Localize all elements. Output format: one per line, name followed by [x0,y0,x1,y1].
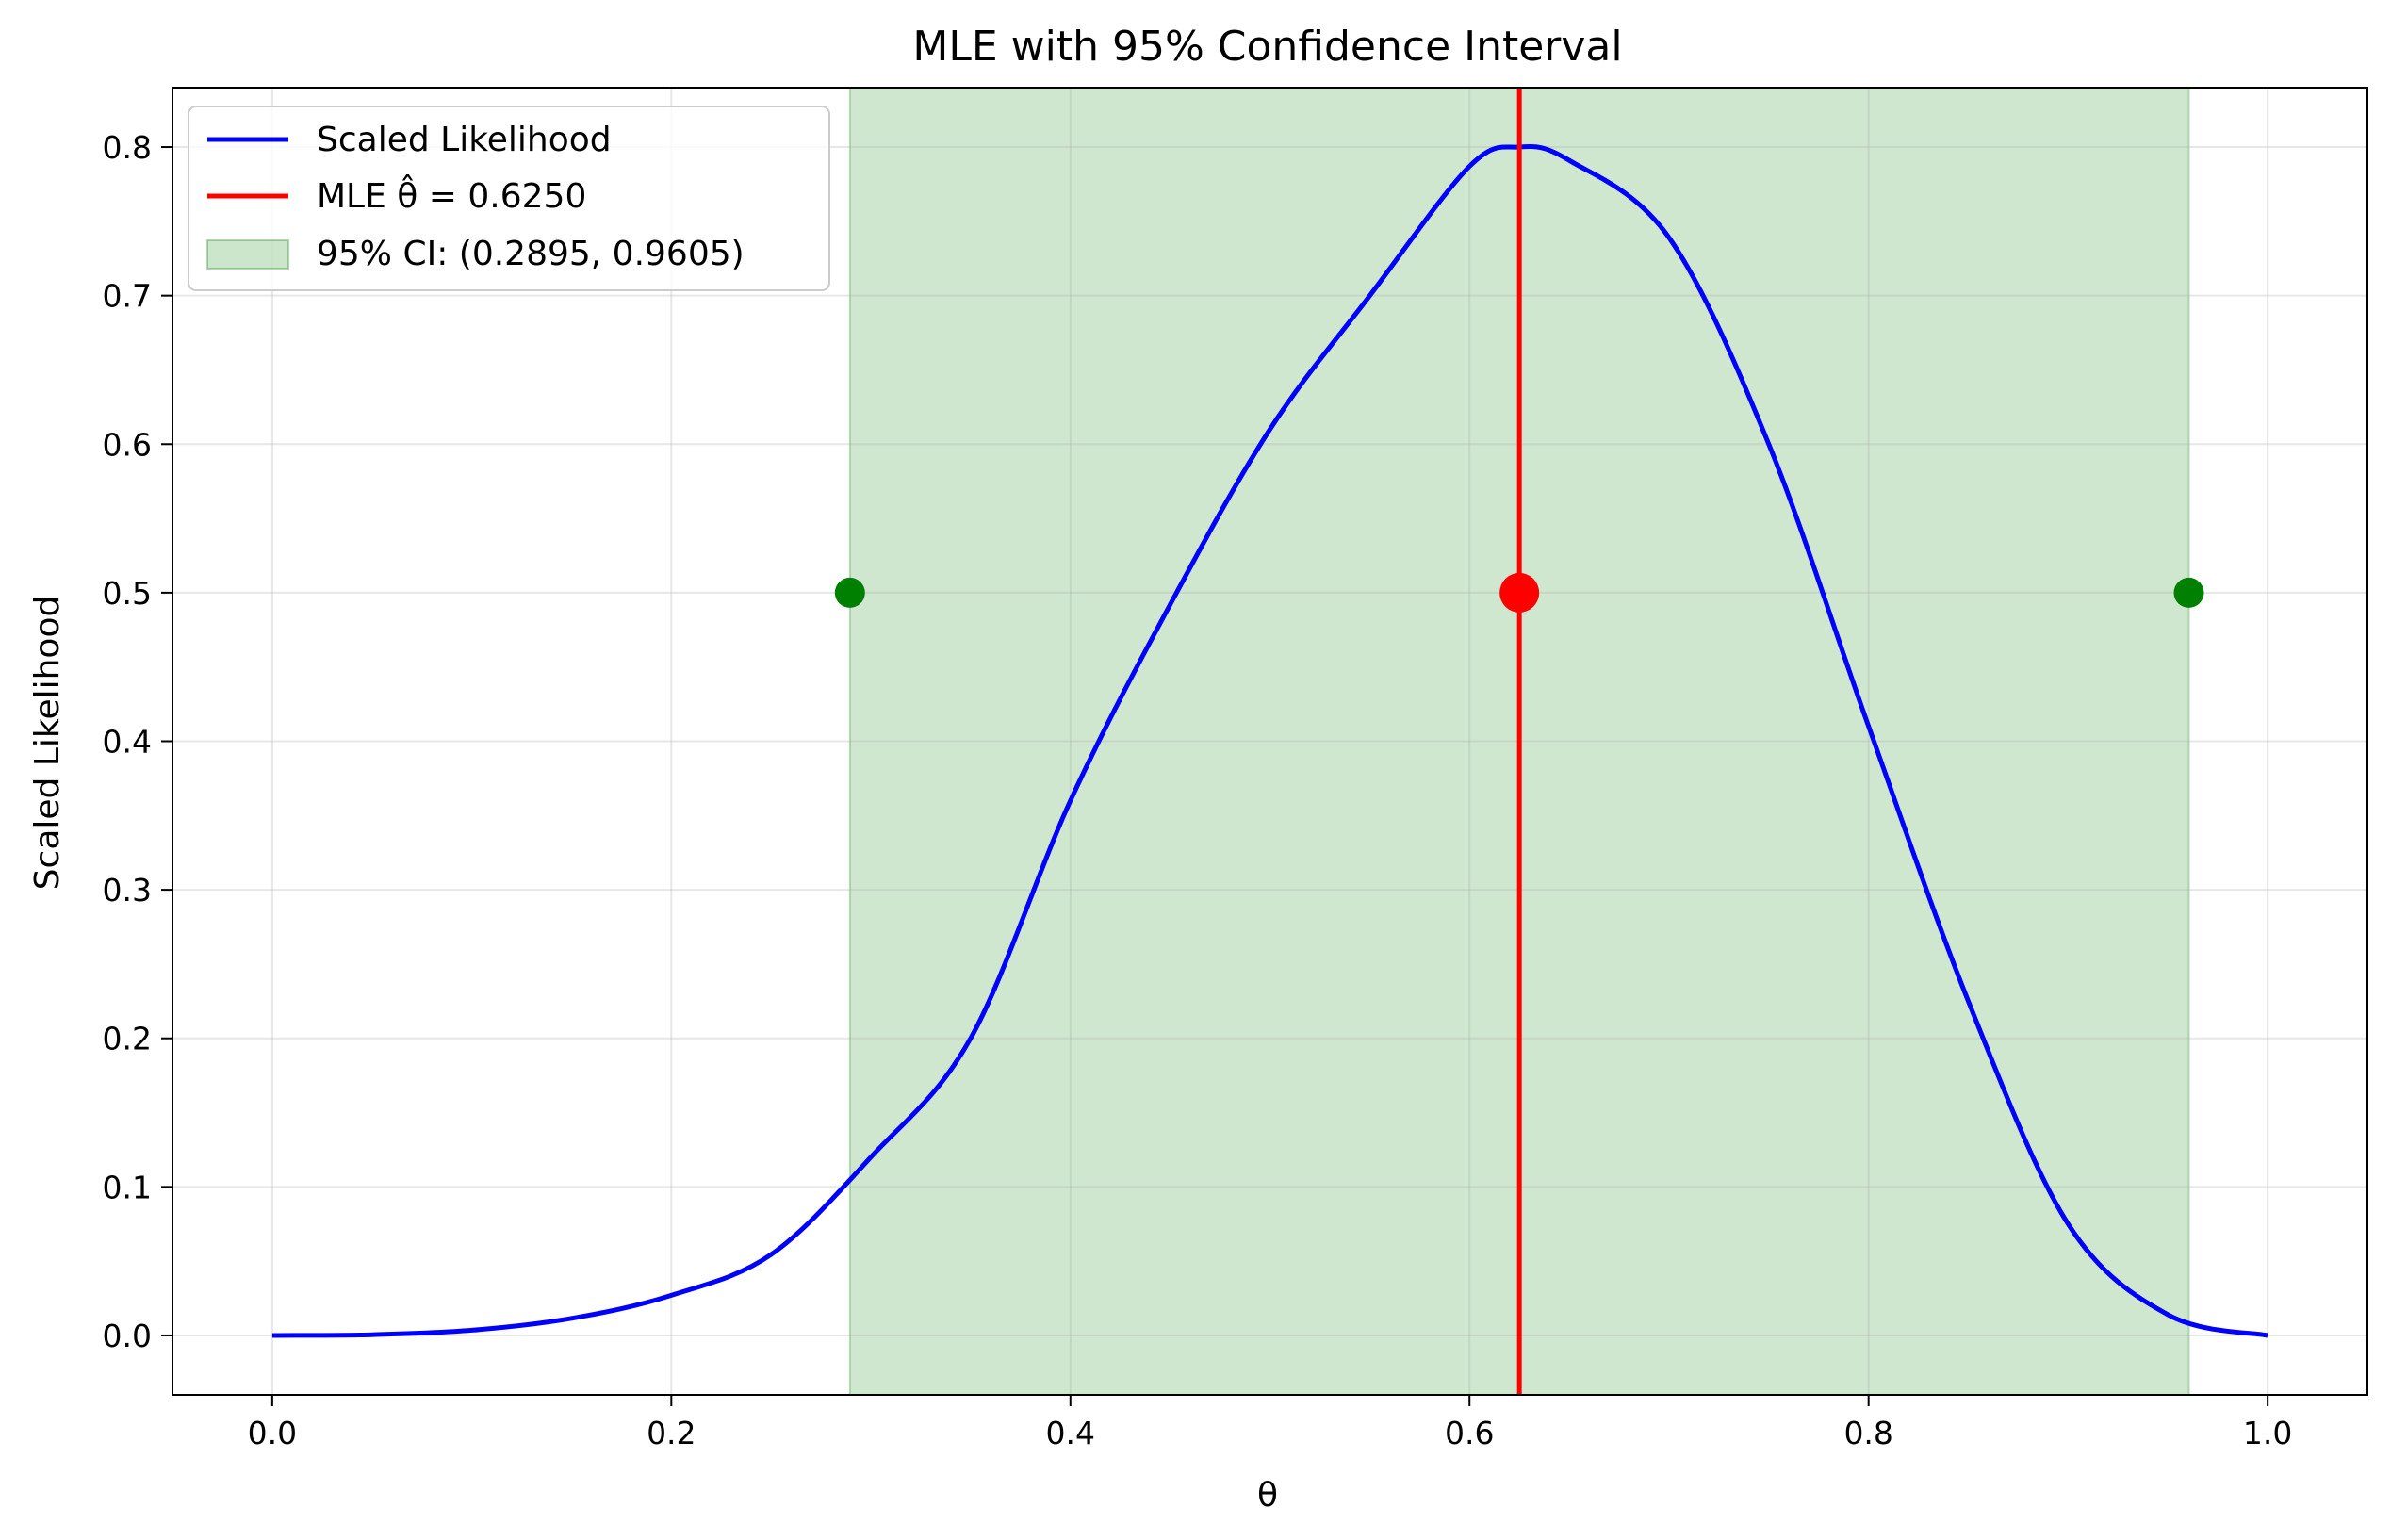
marker-point-0 [834,577,865,608]
x-tick-label-2: 0.4 [1046,1415,1095,1451]
legend-swatch-ci [206,239,289,270]
tick-labels: 0.0 0.2 0.4 0.6 0.8 1.0 0.0 0.1 0.2 0.3 0.4 0.5 0.6 0… [103,129,2293,1451]
x-tick-label-0: 0.0 [248,1415,297,1451]
y-tick-label-0: 0.0 [103,1318,152,1354]
x-tick-label-3: 0.6 [1445,1415,1494,1451]
legend-label-mle: MLE θ̂ = 0.6250 [317,173,586,216]
legend-frame [188,106,830,291]
legend-label-ci: 95% CI: (0.2895, 0.9605) [317,235,745,273]
marker-point-1 [1499,572,1540,613]
x-tick-label-5: 1.0 [2243,1415,2292,1451]
y-tick-label-6: 0.6 [103,426,152,463]
y-tick-label-7: 0.7 [103,278,152,315]
marker-point-2 [2173,577,2204,608]
x-axis-label: θ [1257,1476,1278,1515]
y-tick-label-2: 0.2 [103,1021,152,1057]
y-tick-label-5: 0.5 [103,575,152,612]
likelihood-curve [271,144,2268,1338]
x-tick-label-4: 0.8 [1843,1415,1892,1451]
y-tick-label-4: 0.4 [103,724,152,761]
legend-label-likelihood: Scaled Likelihood [317,121,612,159]
y-tick-label-3: 0.3 [103,872,152,909]
y-tick-label-1: 0.1 [103,1169,152,1205]
x-tick-label-1: 0.2 [647,1415,696,1451]
plot-area [172,87,2368,1396]
y-tick-label-8: 0.8 [103,129,152,166]
chart-title: MLE with 95% Confidence Interval [912,23,1622,71]
legend: Scaled Likelihood MLE θ̂ = 0.6250 95% CI… [188,106,830,291]
y-axis-label: Scaled Likelihood [28,596,67,891]
